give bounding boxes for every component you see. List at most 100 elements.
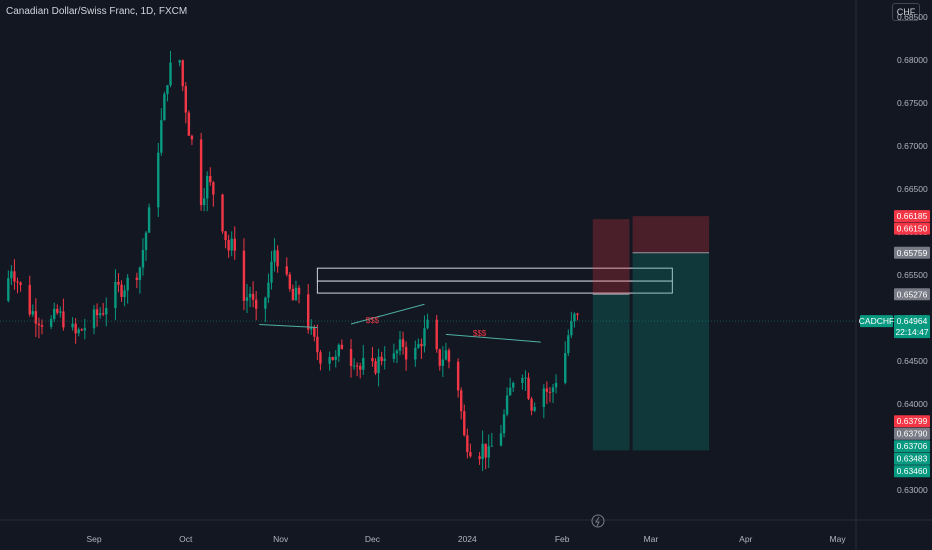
- chart-title: Canadian Dollar/Swiss Franc, 1D, FXCM: [6, 6, 188, 17]
- candle-body: [307, 294, 310, 330]
- candle-body: [328, 357, 331, 364]
- position-target-zone: [592, 294, 630, 451]
- candle-body: [469, 452, 472, 457]
- candle-body: [426, 319, 429, 329]
- x-tick-label: Apr: [739, 534, 752, 544]
- candle-body: [352, 365, 356, 367]
- x-tick-label: May: [830, 534, 847, 544]
- candle-body: [13, 271, 16, 282]
- liquidity-label: $$$: [366, 316, 380, 325]
- candle-body: [359, 366, 362, 370]
- candle-body: [371, 357, 374, 362]
- candle-body: [294, 287, 298, 301]
- candle-body: [481, 443, 484, 460]
- candle-body: [31, 311, 34, 315]
- candle-body: [319, 352, 322, 364]
- y-tick-label: 0.64000: [897, 399, 928, 409]
- x-tick-label: Feb: [555, 534, 570, 544]
- x-tick-label: 2024: [458, 534, 477, 544]
- candle-body: [380, 356, 383, 361]
- liquidity-label: $$$: [473, 329, 487, 338]
- candle-body: [460, 390, 463, 412]
- candle-body: [398, 339, 402, 351]
- candle-body: [276, 250, 279, 267]
- position-stop-zone: [632, 216, 710, 253]
- x-tick-label: Nov: [273, 534, 289, 544]
- y-tick-label: 0.68000: [897, 55, 928, 65]
- candle-body: [463, 411, 466, 436]
- candle-body: [478, 456, 481, 460]
- candle-body: [40, 325, 44, 327]
- supply-zone: [316, 280, 673, 294]
- candle-body: [123, 290, 126, 297]
- candle-body: [10, 271, 13, 279]
- candle-body: [105, 308, 108, 315]
- candle-body: [71, 323, 74, 328]
- candle-body: [206, 175, 209, 199]
- candle-body: [505, 395, 509, 415]
- last-price-tag: [894, 315, 930, 339]
- price-label-tag: [894, 452, 930, 465]
- x-tick-label: Sep: [86, 534, 101, 544]
- candle-body: [138, 267, 142, 281]
- y-tick-label: 0.66500: [897, 184, 928, 194]
- candle-body: [181, 60, 184, 87]
- candle-body: [484, 443, 487, 458]
- candle-body: [169, 62, 172, 86]
- candle-body: [573, 313, 576, 322]
- candle-body: [545, 388, 549, 392]
- candle-body: [417, 343, 420, 348]
- candle-body: [147, 207, 151, 233]
- candle-body: [502, 414, 506, 434]
- candle-body: [157, 152, 160, 208]
- bar-countdown: 22:14:47: [895, 327, 928, 337]
- last-price-value: 0.64964: [897, 316, 928, 326]
- candle-body: [404, 346, 408, 360]
- candle-body: [178, 60, 181, 63]
- candle-body: [245, 297, 249, 301]
- candle-body: [166, 85, 169, 95]
- candle-body: [230, 238, 233, 251]
- price-label-value: 0.63483: [897, 454, 928, 464]
- candle-body: [120, 284, 123, 297]
- candle-body: [527, 377, 530, 399]
- candle-body: [521, 377, 524, 383]
- candle-body: [438, 349, 441, 366]
- candle-body: [270, 261, 273, 283]
- price-label-tag: [894, 210, 930, 223]
- candle-body: [62, 311, 65, 328]
- candle-body: [199, 139, 203, 206]
- candle-body: [98, 313, 102, 316]
- candle-body: [233, 238, 236, 251]
- candle-body: [163, 94, 166, 121]
- candle-body: [490, 445, 493, 447]
- price-label-tag: [894, 246, 930, 259]
- price-label-tag: [894, 222, 930, 235]
- candles: [7, 50, 579, 472]
- candle-body: [297, 287, 301, 295]
- price-label-value: 0.63799: [897, 416, 928, 426]
- candle-body: [401, 339, 405, 347]
- candle-body: [444, 350, 448, 360]
- candle-body: [441, 359, 445, 366]
- candle-body: [392, 353, 396, 359]
- trend-line: [350, 303, 425, 325]
- candle-body: [340, 344, 344, 350]
- candle-body: [34, 311, 38, 324]
- candle-body: [414, 347, 417, 360]
- price-label-value: 0.65759: [897, 248, 928, 258]
- candle-body: [49, 319, 53, 327]
- currency-button[interactable]: CHF: [892, 3, 920, 21]
- candle-body: [548, 391, 552, 393]
- lightning-icon-glyph: [595, 516, 600, 527]
- candle-body: [7, 278, 10, 301]
- candle-body: [316, 336, 319, 353]
- candle-body: [466, 435, 469, 453]
- candle-body: [530, 398, 533, 411]
- candle-body: [144, 232, 148, 251]
- candle-body: [524, 377, 527, 379]
- candle-body: [264, 297, 267, 309]
- price-label-value: 0.63790: [897, 429, 928, 439]
- price-label-value: 0.65276: [897, 289, 928, 299]
